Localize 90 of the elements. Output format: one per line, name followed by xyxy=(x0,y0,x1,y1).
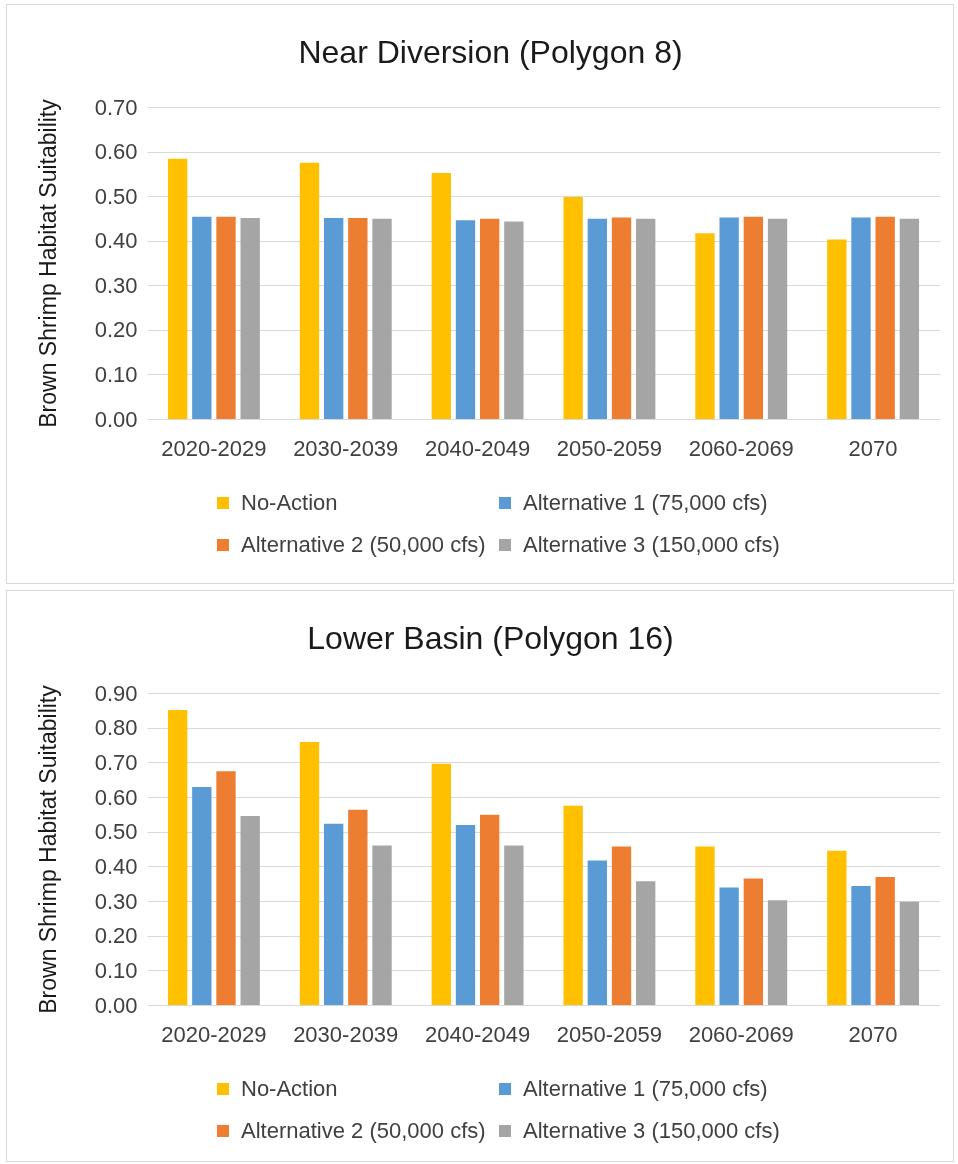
bar xyxy=(240,816,260,1005)
bar xyxy=(216,216,236,419)
legend-label: Alternative 1 (75,000 cfs) xyxy=(523,1076,768,1101)
y-tick-label: 0.60 xyxy=(94,784,138,810)
bar xyxy=(216,771,236,1005)
bar xyxy=(899,901,920,1005)
chart-title: Near Diversion (Polygon 8) xyxy=(298,34,683,70)
y-tick-label: 0.50 xyxy=(94,819,138,845)
y-tick-label: 0.70 xyxy=(94,749,138,775)
legend-label: Alternative 3 (150,000 cfs) xyxy=(523,1118,780,1143)
bar xyxy=(372,218,392,419)
x-tick-label: 2040-2049 xyxy=(424,1021,531,1047)
legend-label: No-Action xyxy=(241,490,338,515)
bar xyxy=(743,878,764,1005)
bar xyxy=(611,846,632,1005)
y-tick-label: 0.30 xyxy=(94,272,138,298)
bar xyxy=(192,216,212,419)
bar xyxy=(372,845,392,1005)
bar xyxy=(480,218,500,419)
bar xyxy=(875,216,895,419)
bar xyxy=(348,809,368,1005)
bar xyxy=(851,217,871,419)
x-tick-label: 2030-2039 xyxy=(293,1021,399,1047)
bar xyxy=(719,217,739,419)
bar xyxy=(827,850,847,1005)
bar xyxy=(587,218,607,419)
bar xyxy=(767,900,788,1005)
bar xyxy=(455,220,476,419)
legend-label: Alternative 1 (75,000 cfs) xyxy=(523,490,768,515)
bar xyxy=(480,814,500,1005)
y-tick-label: 0.40 xyxy=(94,853,138,879)
x-tick-label: 2070 xyxy=(848,1021,898,1047)
y-tick-label: 0.00 xyxy=(94,406,138,432)
y-tick-label: 0.50 xyxy=(94,183,138,209)
bar xyxy=(192,786,212,1005)
bar xyxy=(695,846,715,1005)
bar xyxy=(875,877,895,1005)
x-tick-label: 2060-2069 xyxy=(688,1021,794,1047)
x-tick-label: 2030-2039 xyxy=(293,435,399,461)
bar xyxy=(767,218,788,419)
bar xyxy=(563,197,583,419)
bar xyxy=(323,217,344,419)
chart-title: Lower Basin (Polygon 16) xyxy=(307,620,674,656)
bar xyxy=(431,763,451,1005)
bar xyxy=(323,823,344,1005)
y-tick-label: 0.40 xyxy=(94,228,138,254)
bar xyxy=(563,805,583,1005)
bar xyxy=(827,239,847,419)
y-tick-label: 0.30 xyxy=(94,888,138,914)
x-tick-label: 2040-2049 xyxy=(424,435,531,461)
legend-label: Alternative 2 (50,000 cfs) xyxy=(241,532,486,557)
bar xyxy=(348,217,368,419)
x-tick-label: 2020-2029 xyxy=(161,435,267,461)
bar xyxy=(636,218,656,419)
bar xyxy=(167,709,188,1005)
bar xyxy=(455,825,476,1005)
y-tick-label: 0.20 xyxy=(94,923,138,949)
y-tick-label: 0.70 xyxy=(94,94,138,120)
bar xyxy=(611,217,632,419)
y-axis-title: Brown Shrimp Habitat Suitability xyxy=(34,98,61,428)
bar xyxy=(299,162,320,419)
y-tick-label: 0.90 xyxy=(94,680,138,706)
legend-label: Alternative 3 (150,000 cfs) xyxy=(523,532,780,557)
bar xyxy=(743,216,764,419)
bar xyxy=(636,881,656,1005)
bar xyxy=(587,860,607,1005)
y-axis-title: Brown Shrimp Habitat Suitability xyxy=(34,684,61,1014)
bar xyxy=(240,217,260,419)
bar xyxy=(695,233,715,419)
bar xyxy=(899,218,920,419)
bar xyxy=(851,886,871,1005)
x-tick-label: 2050-2059 xyxy=(556,435,663,461)
y-tick-label: 0.20 xyxy=(94,317,138,343)
x-tick-label: 2020-2029 xyxy=(161,1021,267,1047)
bar xyxy=(167,158,188,419)
y-tick-label: 0.00 xyxy=(94,992,138,1018)
y-tick-label: 0.80 xyxy=(94,715,138,741)
legend-label: Alternative 2 (50,000 cfs) xyxy=(241,1118,486,1143)
x-tick-label: 2070 xyxy=(848,435,898,461)
bar xyxy=(719,887,739,1005)
bar xyxy=(431,172,451,419)
y-tick-label: 0.10 xyxy=(94,361,138,387)
y-tick-label: 0.60 xyxy=(94,139,138,165)
bar xyxy=(299,741,320,1005)
legend-label: No-Action xyxy=(241,1076,338,1101)
bar xyxy=(504,845,524,1005)
x-tick-label: 2050-2059 xyxy=(556,1021,663,1047)
bar xyxy=(504,221,524,419)
x-tick-label: 2060-2069 xyxy=(688,435,794,461)
y-tick-label: 0.10 xyxy=(94,957,138,983)
